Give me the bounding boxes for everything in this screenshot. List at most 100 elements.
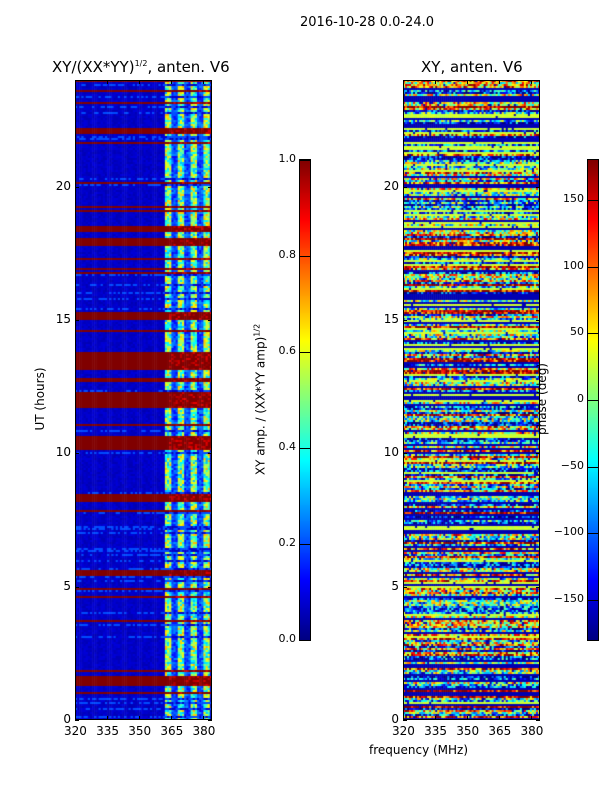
phase-ytick: [403, 586, 407, 588]
amp-xtick-label: 365: [160, 724, 184, 738]
amp-ytick-label: 10: [55, 445, 71, 460]
phase-cbar-tick: [588, 333, 598, 335]
amp-cbar-tick-label: 0.2: [278, 536, 297, 549]
amp-ytick-right: [208, 720, 212, 721]
phase-cbar-tick: [588, 533, 598, 535]
amp-cbar-tick: [300, 544, 310, 545]
phase-cbar-tick: [588, 466, 598, 468]
phase-ytick-label: 5: [391, 578, 399, 593]
phase-heatmap: [403, 80, 540, 720]
amp-title-rest: , anten. V6: [147, 58, 230, 76]
amp-cbar-tick: [300, 160, 310, 161]
amp-xtick-top: [203, 80, 205, 84]
amp-ytick-right: [208, 586, 212, 588]
amp-cbar-tick: [300, 352, 310, 353]
phase-ytick: [403, 720, 407, 721]
amp-ytick: [75, 186, 79, 188]
amp-cbar-label-sup: 1/2: [252, 323, 262, 337]
amp-xtick-label: 380: [192, 724, 216, 738]
amp-xtick-label: 320: [64, 724, 87, 738]
amp-xtick-label: 350: [128, 724, 152, 738]
phase-colorbar-label: phase (deg): [535, 363, 549, 436]
amp-ytick-label: 15: [55, 312, 71, 326]
phase-panel-title: XY, anten. V6: [421, 58, 523, 76]
phase-xtick: [499, 716, 501, 720]
amp-ytick-right: [208, 186, 212, 188]
amp-ytick-label: 0: [63, 712, 71, 726]
phase-xtick-top: [467, 80, 469, 84]
amp-xtick-top: [107, 80, 109, 84]
phase-xtick-label: 335: [424, 724, 448, 738]
phase-cbar-tick-label: −150: [553, 592, 584, 605]
phase-cbar-tick: [588, 200, 598, 201]
phase-ytick: [403, 186, 407, 188]
phase-ytick-right: [536, 320, 540, 321]
amp-ytick-label: 5: [63, 578, 71, 593]
phase-cbar-tick: [588, 400, 598, 401]
phase-xtick-label: 350: [456, 724, 480, 738]
amp-cbar-tick-label: 0.8: [278, 248, 297, 261]
amp-ytick-right: [208, 320, 212, 321]
phase-ytick-right: [536, 586, 540, 588]
amp-xtick: [139, 716, 141, 720]
amp-panel-title: XY/(XX*YY)1/2, anten. V6: [52, 58, 230, 76]
phase-ytick: [403, 453, 407, 455]
phase-xtick-label: 380: [520, 724, 544, 738]
amp-xtick: [203, 716, 205, 720]
amp-cbar-tick-label: 0.4: [278, 440, 297, 453]
amp-cbar-tick-label: 0.0: [278, 632, 297, 645]
phase-ytick-right: [536, 186, 540, 188]
phase-xtick-top: [435, 80, 437, 84]
amp-xtick: [107, 716, 109, 720]
xlabel: frequency (MHz): [369, 743, 469, 757]
phase-ytick-right: [536, 720, 540, 721]
phase-ytick: [403, 320, 407, 321]
amp-ytick: [75, 320, 79, 321]
phase-ytick-label: 15: [383, 312, 399, 326]
amp-xtick-label: 335: [96, 724, 120, 738]
phase-xtick: [531, 716, 533, 720]
amp-xtick: [171, 716, 173, 720]
phase-cbar-tick-label: −100: [553, 525, 584, 539]
amp-cbar-tick: [300, 256, 310, 257]
phase-ytick-label: 0: [391, 712, 399, 726]
phase-cbar-tick: [588, 600, 598, 601]
amp-colorbar: [300, 160, 310, 640]
amp-cbar-tick-label: 1.0: [278, 152, 297, 165]
phase-ytick-label: 10: [383, 445, 399, 460]
amp-xtick: [75, 716, 76, 720]
amp-cbar-tick: [300, 640, 310, 641]
amp-cbar-tick-label: 0.6: [278, 344, 297, 357]
amp-ytick-label: 20: [55, 178, 71, 193]
phase-cbar-tick-label: 0: [577, 392, 584, 405]
phase-xtick-top: [403, 80, 404, 84]
phase-ytick-right: [536, 453, 540, 455]
amp-ytick: [75, 586, 79, 588]
phase-cbar-tick-label: 50: [570, 325, 584, 339]
figure-suptitle: 2016-10-28 0.0-24.0: [300, 15, 434, 30]
amp-title-main: XY/(XX*YY): [52, 58, 135, 76]
amp-colorbar-label: XY amp. / (XX*YY amp)1/2: [253, 320, 268, 480]
amp-cbar-tick: [300, 448, 310, 449]
phase-xtick-top: [499, 80, 501, 84]
phase-cbar-tick-label: −50: [560, 458, 584, 472]
phase-xtick-label: 320: [392, 724, 415, 738]
phase-cbar-tick: [588, 266, 598, 268]
phase-xtick-top: [531, 80, 533, 84]
phase-xtick-label: 365: [488, 724, 512, 738]
amp-ytick-right: [208, 453, 212, 455]
amp-title-sup: 1/2: [134, 59, 148, 68]
amp-ylabel: UT (hours): [33, 367, 47, 431]
phase-xtick: [435, 716, 437, 720]
phase-xtick: [467, 716, 469, 720]
amp-heatmap: [75, 80, 212, 720]
amp-ytick: [75, 720, 79, 721]
phase-cbar-tick-label: 150: [563, 192, 584, 205]
amp-xtick-top: [75, 80, 76, 84]
phase-xtick: [403, 716, 404, 720]
amp-xtick-top: [139, 80, 141, 84]
amp-xtick-top: [171, 80, 173, 84]
phase-ytick-label: 20: [383, 178, 399, 193]
amp-cbar-label-main: XY amp. / (XX*YY amp): [253, 336, 268, 476]
